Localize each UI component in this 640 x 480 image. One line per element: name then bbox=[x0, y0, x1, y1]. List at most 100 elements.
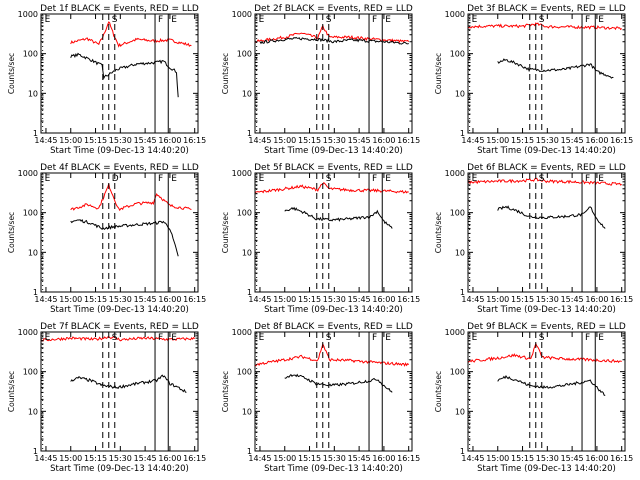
marker-label: F bbox=[372, 333, 377, 343]
plot-frame bbox=[254, 13, 413, 134]
x-tick-label: 15:30 bbox=[323, 454, 346, 463]
x-tick-label: 15:30 bbox=[536, 295, 559, 304]
x-tick-label: 14:45 bbox=[248, 136, 271, 145]
y-tick-label: 10 bbox=[242, 89, 252, 98]
x-tick-label: 15:00 bbox=[486, 295, 509, 304]
x-tick-label: 15:45 bbox=[348, 136, 371, 145]
y-tick-label: 1000 bbox=[445, 169, 465, 178]
marker-label: S bbox=[112, 15, 118, 25]
x-axis-label: Start Time (09-Dec-13 14:40:20) bbox=[264, 305, 403, 315]
y-tick-label: 1000 bbox=[18, 328, 38, 337]
marker-label: E bbox=[259, 174, 265, 184]
y-tick-label: 100 bbox=[450, 209, 465, 218]
y-tick-label: 1000 bbox=[232, 169, 252, 178]
y-tick-label: 1 bbox=[33, 129, 38, 138]
plot-frame bbox=[254, 172, 413, 293]
y-tick-label: 1 bbox=[33, 447, 38, 456]
marker-label: F bbox=[372, 15, 377, 25]
chart-title: Det 5f BLACK = Events, RED = LLD bbox=[254, 163, 413, 173]
marker-label: E bbox=[598, 174, 604, 184]
y-tick-label: 100 bbox=[23, 209, 38, 218]
events-line bbox=[497, 58, 614, 79]
y-tick-label: 10 bbox=[455, 89, 465, 98]
marker-label: F bbox=[585, 15, 590, 25]
y-tick-label: 1000 bbox=[18, 10, 38, 19]
marker-label: E bbox=[385, 174, 391, 184]
events-line bbox=[284, 206, 393, 229]
x-tick-label: 16:00 bbox=[158, 295, 181, 304]
marker-label: E bbox=[259, 333, 265, 343]
x-tick-label: 15:30 bbox=[109, 454, 132, 463]
x-tick-label: 16:15 bbox=[183, 295, 206, 304]
marker-label: F bbox=[158, 174, 163, 184]
x-tick-label: 14:45 bbox=[34, 295, 57, 304]
marker-label: E bbox=[385, 333, 391, 343]
x-tick-label: 14:45 bbox=[461, 136, 484, 145]
y-tick-label: 10 bbox=[28, 89, 38, 98]
plot-frame bbox=[254, 331, 413, 452]
marker-label: E bbox=[472, 15, 478, 25]
y-axis-label: Counts/sec bbox=[7, 212, 16, 253]
x-tick-label: 15:00 bbox=[273, 136, 296, 145]
y-tick-label: 10 bbox=[28, 407, 38, 416]
x-tick-label: 15:45 bbox=[134, 454, 157, 463]
events-line bbox=[259, 36, 409, 45]
y-tick-label: 1 bbox=[33, 288, 38, 297]
plot-frame bbox=[40, 331, 199, 452]
marker-label: S bbox=[539, 333, 545, 343]
lld-line bbox=[40, 336, 196, 342]
marker-label: E bbox=[45, 174, 51, 184]
x-tick-label: 16:15 bbox=[610, 136, 633, 145]
x-tick-label: 16:15 bbox=[397, 454, 420, 463]
x-tick-label: 16:00 bbox=[585, 136, 608, 145]
x-axis-label: Start Time (09-Dec-13 14:40:20) bbox=[477, 464, 616, 474]
x-tick-label: 15:45 bbox=[134, 295, 157, 304]
y-tick-label: 100 bbox=[23, 368, 38, 377]
y-tick-label: 1 bbox=[460, 129, 465, 138]
x-tick-label: 15:15 bbox=[298, 136, 321, 145]
y-tick-label: 10 bbox=[242, 248, 252, 257]
lld-line bbox=[467, 342, 622, 364]
y-tick-label: 1 bbox=[247, 447, 252, 456]
y-axis-label: Counts/sec bbox=[434, 212, 443, 253]
x-tick-label: 16:15 bbox=[397, 295, 420, 304]
y-axis-label: Counts/sec bbox=[221, 371, 230, 412]
x-tick-label: 15:00 bbox=[273, 454, 296, 463]
y-tick-label: 1 bbox=[247, 129, 252, 138]
y-tick-label: 10 bbox=[455, 248, 465, 257]
marker-label: F bbox=[158, 15, 163, 25]
y-tick-label: 100 bbox=[237, 368, 252, 377]
x-tick-label: 16:15 bbox=[397, 136, 420, 145]
y-axis-label: Counts/sec bbox=[434, 371, 443, 412]
x-tick-label: 15:15 bbox=[511, 295, 534, 304]
lld-line bbox=[254, 181, 409, 194]
x-tick-label: 15:15 bbox=[84, 454, 107, 463]
x-tick-label: 16:00 bbox=[372, 295, 395, 304]
marker-label: F bbox=[585, 333, 590, 343]
x-tick-label: 15:30 bbox=[536, 136, 559, 145]
x-tick-label: 14:45 bbox=[248, 454, 271, 463]
marker-label: E bbox=[259, 15, 265, 25]
x-tick-label: 14:45 bbox=[248, 295, 271, 304]
y-tick-label: 100 bbox=[237, 209, 252, 218]
lld-line bbox=[70, 183, 192, 212]
x-tick-label: 16:00 bbox=[372, 454, 395, 463]
x-tick-label: 14:45 bbox=[461, 454, 484, 463]
chart-title: Det 8f BLACK = Events, RED = LLD bbox=[254, 322, 413, 332]
x-tick-label: 15:45 bbox=[348, 454, 371, 463]
x-axis-label: Start Time (09-Dec-13 14:40:20) bbox=[477, 305, 616, 315]
y-axis-label: Counts/sec bbox=[221, 53, 230, 94]
marker-label: F bbox=[372, 174, 377, 184]
x-tick-label: 16:00 bbox=[158, 136, 181, 145]
marker-label: S bbox=[539, 174, 545, 184]
y-tick-label: 1000 bbox=[445, 10, 465, 19]
x-axis-label: Start Time (09-Dec-13 14:40:20) bbox=[477, 146, 616, 156]
lld-line bbox=[467, 22, 623, 31]
marker-label: S bbox=[539, 15, 545, 25]
marker-label: E bbox=[171, 333, 177, 343]
